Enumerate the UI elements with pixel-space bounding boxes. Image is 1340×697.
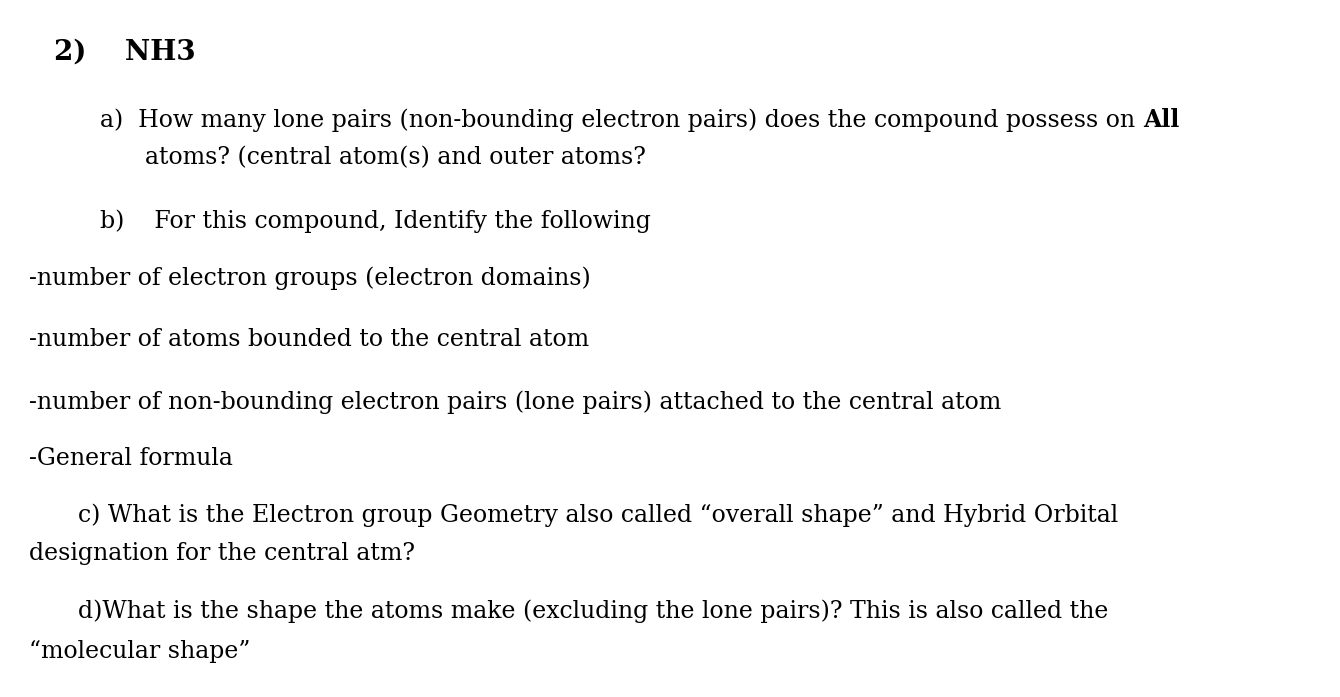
Text: d)What is the shape the atoms make (excluding the lone pairs)? This is also call: d)What is the shape the atoms make (excl… — [78, 599, 1108, 623]
Text: -number of electron groups (electron domains): -number of electron groups (electron dom… — [29, 266, 591, 290]
Text: a)  How many lone pairs (non-bounding electron pairs) does the compound possess : a) How many lone pairs (non-bounding ele… — [100, 108, 1143, 132]
Text: -General formula: -General formula — [29, 447, 233, 470]
Text: b)    For this compound, Identify the following: b) For this compound, Identify the follo… — [100, 209, 651, 233]
Text: atoms? (central atom(s) and outer atoms?: atoms? (central atom(s) and outer atoms? — [100, 146, 646, 169]
Text: All: All — [1143, 108, 1179, 132]
Text: -number of non-bounding electron pairs (lone pairs) attached to the central atom: -number of non-bounding electron pairs (… — [29, 390, 1002, 414]
Text: “molecular shape”: “molecular shape” — [29, 640, 251, 663]
Text: c) What is the Electron group Geometry also called “overall shape” and Hybrid Or: c) What is the Electron group Geometry a… — [78, 503, 1118, 527]
Text: 2)    NH3: 2) NH3 — [54, 38, 196, 66]
Text: designation for the central atm?: designation for the central atm? — [29, 542, 415, 565]
Text: -number of atoms bounded to the central atom: -number of atoms bounded to the central … — [29, 328, 590, 351]
